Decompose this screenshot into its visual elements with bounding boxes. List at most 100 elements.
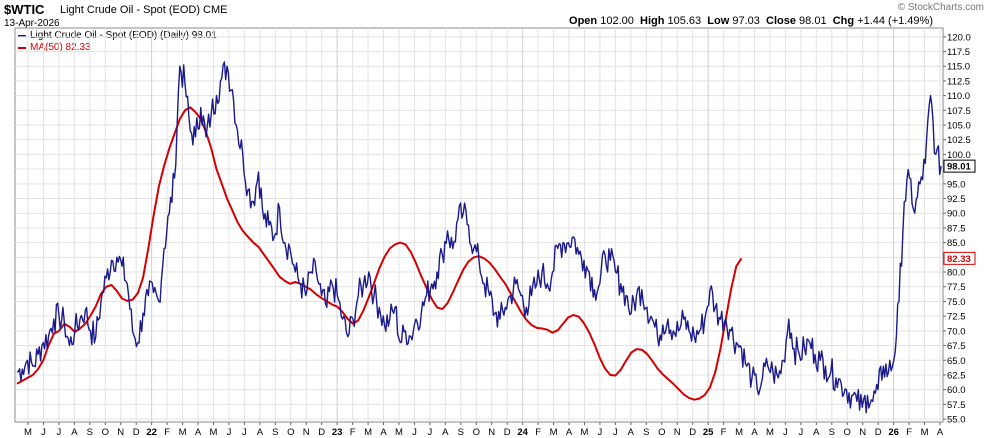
x-tick-label: A	[380, 427, 387, 438]
x-tick-label: N	[303, 427, 310, 438]
x-tick-label: N	[117, 427, 124, 438]
x-tick-label: F	[164, 427, 170, 438]
x-tick-label: 24	[517, 427, 528, 438]
watermark: © StockCharts.com	[897, 2, 984, 13]
x-tick-label: M	[179, 427, 187, 438]
y-tick-label: 67.5	[947, 341, 966, 352]
y-tick-label: 95.0	[947, 179, 966, 190]
y-tick-label: 57.5	[947, 400, 966, 411]
legend-swatch-ma	[18, 47, 26, 49]
x-tick-label: M	[210, 427, 218, 438]
x-tick-label: F	[350, 427, 356, 438]
x-tick-label: M	[735, 427, 743, 438]
x-tick-label: S	[272, 427, 278, 438]
ohlc-summary: Open 102.00 High 105.63 Low 97.03 Close …	[569, 15, 933, 27]
ma-line	[16, 106, 743, 401]
legend-item-ma: MA(50) 82.33	[18, 42, 217, 54]
y-tick-label: 107.5	[947, 106, 971, 117]
x-tick-label: S	[458, 427, 464, 438]
x-tick-label: O	[287, 427, 294, 438]
x-tick-label: M	[550, 427, 558, 438]
x-tick-label: A	[195, 427, 202, 438]
y-tick-label: 70.0	[947, 326, 966, 337]
x-tick-label: 26	[888, 427, 899, 438]
y-tick-label: 87.5	[947, 223, 966, 234]
y-tick-label: 62.5	[947, 370, 966, 381]
y-tick-label: 105.0	[947, 121, 971, 132]
x-tick-label: F	[906, 427, 912, 438]
x-tick-label: 23	[332, 427, 343, 438]
ma-tag-label: 82.33	[947, 254, 971, 265]
x-tick-label: 25	[703, 427, 714, 438]
y-tick-label: 115.0	[947, 62, 970, 73]
x-tick-label: J	[598, 427, 603, 438]
x-tick-label: D	[504, 427, 511, 438]
plot-area	[14, 27, 944, 423]
x-tick-label: A	[813, 427, 820, 438]
chg-value: +1.44 (+1.49%)	[857, 15, 933, 27]
y-tick-label: 55.0	[947, 415, 966, 426]
close-value: 98.01	[799, 15, 827, 27]
legend-label-ma: MA(50) 82.33	[30, 42, 91, 53]
x-tick-label: J	[227, 427, 232, 438]
y-tick-label: 85.0	[947, 238, 966, 249]
y-axis: 55.0 57.5 60.0 62.5 65.0 67.5 70.0 72.5 75.0 77.5…	[943, 32, 971, 426]
x-axis: M J J A S O N D 22 F M A M J J A S O N D 23 F M A M J J A S O N D 24 F M A M…	[24, 422, 944, 438]
grid-horizontal	[15, 36, 943, 420]
x-tick-label: A	[442, 427, 449, 438]
high-value: 105.63	[667, 15, 702, 27]
y-tick-label: 65.0	[947, 356, 966, 367]
y-tick-label: 112.5	[947, 76, 970, 87]
chg-label: Chg	[832, 15, 855, 27]
x-tick-label: J	[242, 427, 247, 438]
x-tick-label: J	[613, 427, 618, 438]
x-tick-label: J	[799, 427, 804, 438]
legend-swatch-price	[18, 35, 26, 37]
legend-item-price: Light Crude Oil - Spot (EOD) (Daily) 98.…	[18, 30, 217, 42]
x-tick-label: O	[658, 427, 665, 438]
y-tick-label: 120.0	[947, 32, 971, 43]
x-tick-label: J	[412, 427, 417, 438]
x-tick-label: M	[921, 427, 929, 438]
x-tick-label: 22	[146, 427, 157, 438]
close-label: Close	[766, 15, 796, 27]
x-tick-label: A	[71, 427, 78, 438]
y-tick-label: 102.5	[947, 135, 971, 146]
x-tick-label: F	[721, 427, 727, 438]
x-tick-label: F	[535, 427, 541, 438]
low-value: 97.03	[732, 15, 760, 27]
y-tick-label: 80.0	[947, 268, 966, 279]
x-tick-label: J	[41, 427, 46, 438]
instrument-description: Light Crude Oil - Spot (EOD) CME	[60, 4, 228, 16]
high-label: High	[640, 15, 665, 27]
x-tick-label: S	[87, 427, 93, 438]
x-tick-label: D	[875, 427, 882, 438]
x-tick-label: S	[643, 427, 649, 438]
x-tick-label: M	[24, 427, 32, 438]
chart-legend: Light Crude Oil - Spot (EOD) (Daily) 98.…	[18, 30, 217, 54]
ma-series	[16, 106, 743, 401]
x-tick-label: J	[783, 427, 788, 438]
grid-vertical	[27, 28, 941, 422]
x-tick-label: A	[566, 427, 573, 438]
ma-tag-box	[943, 251, 976, 265]
x-tick-label: O	[473, 427, 480, 438]
x-tick-label: M	[766, 427, 774, 438]
y-tick-label: 75.0	[947, 297, 966, 308]
y-tick-label: 92.5	[947, 194, 966, 205]
x-tick-label: J	[57, 427, 62, 438]
x-tick-label: D	[318, 427, 325, 438]
y-tick-label: 60.0	[947, 385, 966, 396]
open-label: Open	[569, 15, 598, 27]
price-tag-label: 98.01	[947, 162, 971, 173]
x-tick-label: D	[689, 427, 696, 438]
x-tick-label: M	[581, 427, 589, 438]
legend-label-price: Light Crude Oil - Spot (EOD) (Daily) 98.…	[30, 30, 217, 41]
y-tick-label: 110.0	[947, 91, 970, 102]
x-tick-label: M	[395, 427, 403, 438]
open-value: 102.00	[600, 15, 634, 27]
x-tick-label: A	[751, 427, 758, 438]
x-tick-label: O	[102, 427, 109, 438]
y-tick-label: 72.5	[947, 312, 966, 323]
